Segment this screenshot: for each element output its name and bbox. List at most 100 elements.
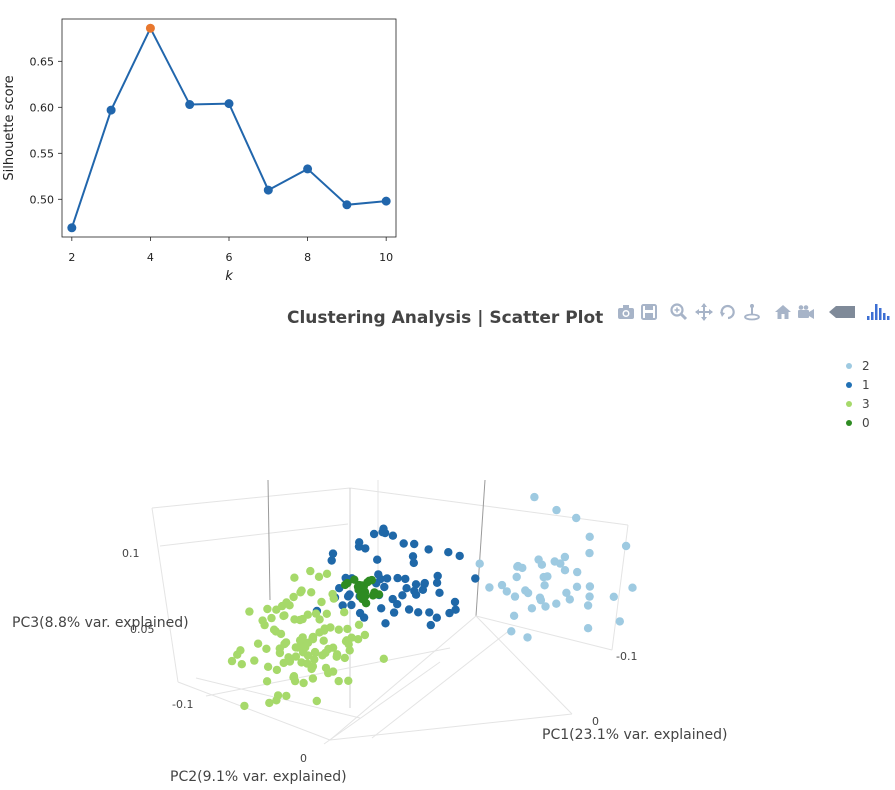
scatter-point-cluster-3 [334, 625, 343, 634]
scatter-point-cluster-3 [272, 605, 281, 614]
y-tick-label: 0.50 [30, 193, 55, 206]
scatter-point-cluster-1 [404, 605, 414, 614]
scatter-point-cluster-3 [237, 660, 246, 669]
scatter-point-cluster-1 [327, 556, 336, 565]
scatter-point-cluster-2 [485, 583, 494, 592]
legend-item-2[interactable]: 2 [840, 356, 870, 375]
scatter-point-cluster-3 [272, 665, 282, 675]
scatter-point-cluster-1 [389, 608, 399, 617]
data-point [106, 105, 116, 115]
scatter-point-cluster-3 [285, 601, 294, 610]
y-axis-label: PC2(9.1% var. explained) [170, 769, 347, 785]
scatter-point-cluster-0 [340, 580, 350, 590]
orbit-icon[interactable] [718, 302, 738, 322]
scatter-point-cluster-1 [414, 608, 423, 617]
scatter-point-cluster-0 [363, 578, 372, 587]
scatter-point-cluster-1 [380, 582, 389, 592]
scatter-point-cluster-2 [510, 592, 520, 601]
scatter-point-cluster-3 [320, 624, 329, 633]
x-tick-label: -0.1 [616, 650, 637, 663]
y-tick-label: 0.60 [30, 101, 55, 114]
scatter-point-cluster-1 [378, 527, 387, 537]
scatter-point-cluster-2 [621, 541, 631, 551]
scatter-point-cluster-3 [322, 609, 331, 618]
legend-label: 2 [862, 358, 870, 373]
z-axis-label: PC3(8.8% var. explained) [12, 615, 189, 631]
scatter-point-cluster-3 [308, 662, 318, 671]
scatter-point-cluster-1 [411, 590, 421, 599]
scatter-point-cluster-1 [444, 548, 453, 557]
scatter-point-cluster-2 [540, 581, 549, 590]
scatter-point-cluster-2 [552, 505, 561, 515]
modebar [614, 302, 892, 324]
scatter-point-cluster-2 [583, 601, 593, 610]
x-axis-label: PC1(23.1% var. explained) [542, 727, 727, 743]
scatter-point-cluster-2 [615, 617, 624, 626]
zoom-icon[interactable] [669, 302, 689, 322]
scatter-point-cluster-3 [263, 604, 272, 614]
scatter-point-cluster-1 [445, 608, 454, 618]
scatter-point-cluster-3 [360, 630, 370, 640]
scatter-point-cluster-1 [408, 552, 418, 561]
plotly-logo-icon[interactable] [866, 302, 892, 322]
legend-item-0[interactable]: 0 [840, 413, 870, 432]
scatter-point-cluster-1 [410, 539, 419, 549]
data-point [342, 200, 352, 210]
scatter-point-cluster-3 [260, 620, 269, 630]
save-icon[interactable] [639, 302, 659, 322]
data-point [224, 99, 234, 109]
scatter-point-cluster-3 [299, 678, 308, 688]
scatter-3d-scene[interactable]: 0.1 0.05 -0.1 0 -0.1 0 PC3(8.8% var. exp… [0, 450, 895, 790]
home-icon[interactable] [773, 302, 793, 322]
scatter-point-cluster-2 [628, 583, 637, 592]
scatter-point-cluster-2 [513, 562, 522, 571]
scatter-point-cluster-3 [310, 655, 319, 664]
scatter-point-cluster-1 [393, 573, 402, 583]
scatter-point-cluster-1 [345, 590, 354, 599]
scatter-point-cluster-3 [240, 701, 249, 711]
scatter-point-cluster-2 [502, 587, 511, 596]
scatter-point-cluster-2 [609, 592, 618, 601]
scatter-point-cluster-3 [293, 643, 302, 652]
tag-icon[interactable] [828, 302, 856, 322]
video-camera-icon[interactable] [796, 302, 816, 322]
scatter-point-cluster-0 [353, 582, 363, 591]
legend-marker [846, 381, 852, 388]
scatter-point-cluster-0 [368, 591, 378, 600]
scatter-point-cluster-1 [425, 608, 434, 617]
scatter-point-cluster-2 [530, 492, 539, 502]
scatter-point-cluster-3 [267, 613, 276, 623]
scatter-point-cluster-3 [324, 668, 333, 678]
camera-icon[interactable] [616, 302, 636, 322]
scatter-point-cluster-2 [552, 599, 561, 608]
scatter-point-cluster-3 [276, 629, 286, 639]
pan-icon[interactable] [694, 302, 714, 322]
silhouette-line-chart: 2 4 6 8 10 0.50 0.55 0.60 0.65 k Silhouette scor… [2, 18, 397, 284]
scatter-point-cluster-2 [527, 604, 537, 613]
data-point [381, 196, 391, 206]
scatter-point-cluster-1 [338, 601, 347, 610]
x-tick-label: 0 [592, 715, 599, 728]
scatter-point-cluster-3 [322, 569, 332, 578]
scatter-point-cluster-3 [340, 608, 349, 617]
scatter-point-cluster-3 [245, 607, 254, 616]
x-tick-label: 8 [304, 251, 311, 264]
scatter-point-cluster-2 [550, 557, 559, 566]
scatter-point-cluster-2 [507, 627, 516, 636]
legend-marker [846, 362, 852, 369]
scatter-point-cluster-1 [393, 600, 402, 609]
legend-item-3[interactable]: 3 [840, 394, 870, 413]
scatter-point-cluster-1 [398, 591, 407, 600]
legend-item-1[interactable]: 1 [840, 375, 870, 394]
turntable-icon[interactable] [742, 302, 762, 322]
scatter-point-cluster-3 [343, 624, 352, 634]
y-tick-label: 0.55 [30, 147, 55, 160]
scatter-point-cluster-3 [269, 625, 279, 634]
best-k-point [145, 23, 155, 33]
legend-marker [846, 419, 852, 426]
scatter-point-cluster-3 [314, 572, 324, 581]
scatter-point-cluster-1 [409, 558, 418, 568]
z-tick-label: 0.05 [130, 623, 155, 636]
scatter-point-cluster-1 [402, 584, 411, 593]
silhouette-series-line [70, 25, 387, 229]
